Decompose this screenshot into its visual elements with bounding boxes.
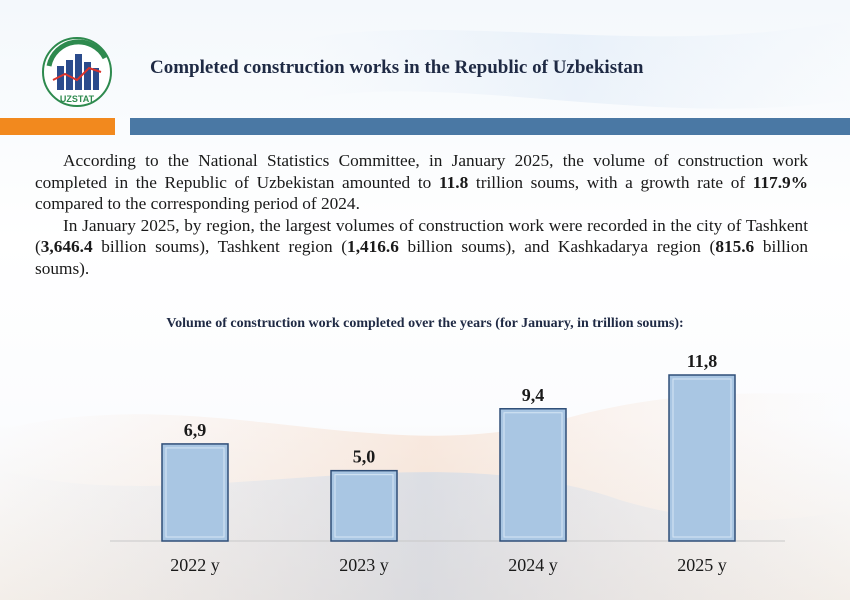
bar: [668, 374, 736, 542]
p1-volume: 11.8: [438, 172, 469, 192]
bar-value-label: 11,8: [687, 351, 718, 371]
logo-text: UZSTAT: [60, 94, 95, 104]
uzstat-logo: UZSTAT: [42, 37, 112, 107]
bar-group: 9,4 2024 y: [499, 385, 567, 575]
bar-bevel: [334, 474, 394, 538]
bar-value-label: 9,4: [522, 385, 545, 405]
bar-group: 6,9 2022 y: [161, 420, 229, 575]
bar-group: 11,8 2025 y: [668, 351, 736, 575]
bar: [161, 443, 229, 542]
bar-value-label: 6,9: [184, 420, 207, 440]
orange-accent-bar: [0, 118, 115, 135]
description-text: According to the National Statistics Com…: [35, 150, 808, 279]
p2-text-c: billion soums), and Kashkadarya region (: [398, 237, 716, 256]
p2-text-b: billion soums), Tashkent region (: [92, 237, 348, 256]
bar: [499, 408, 567, 542]
bar-bevel: [672, 378, 732, 538]
chart-title: Volume of construction work completed ov…: [166, 316, 684, 331]
bar-value-label: 5,0: [353, 447, 376, 467]
p2-kashkadarya: 815.6: [715, 237, 755, 256]
paragraph-1: According to the National Statistics Com…: [35, 150, 808, 215]
p2-text-d: billion soums).: [35, 237, 808, 278]
paragraph-2: In January 2025, by region, the largest …: [35, 215, 808, 280]
category-label: 2023 y: [339, 555, 389, 575]
p1-text-c: compared to the corresponding period of …: [35, 194, 360, 213]
p2-text-a: In January 2025, by region, the largest …: [35, 215, 808, 257]
category-label: 2025 y: [677, 555, 727, 575]
blue-accent-bar: [130, 118, 850, 135]
page-title: Completed construction works in the Repu…: [150, 57, 644, 78]
bar-group: 5,0 2023 y: [330, 447, 398, 575]
category-label: 2024 y: [508, 555, 558, 575]
p1-text-a: According to the National Statistics Com…: [35, 151, 808, 192]
p2-tashkent-region: 1,416.6: [347, 237, 399, 256]
p1-growth-rate: 117.9%: [752, 172, 808, 192]
bar: [330, 469, 398, 542]
category-label: 2022 y: [170, 555, 220, 575]
p2-tashkent-city: 3,646.4: [40, 237, 93, 256]
bar-bevel: [165, 447, 225, 538]
bar-chart: 6,9 2022 y 5,0 2023 y 9,4 2024 y 11,8 2025 y: [110, 351, 785, 575]
p1-text-b: trillion soums, with a growth rate of: [468, 172, 753, 192]
bar-bevel: [503, 412, 563, 538]
